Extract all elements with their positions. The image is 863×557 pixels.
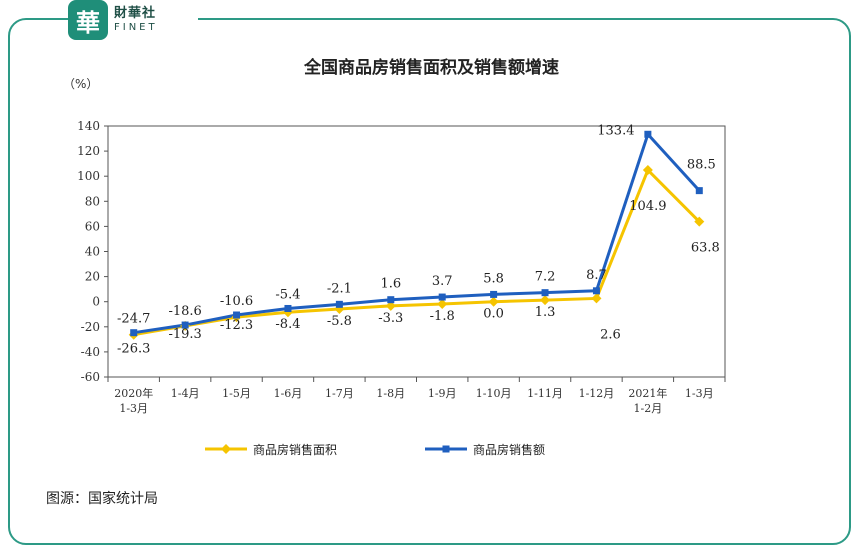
data-point-sales-area	[540, 295, 551, 306]
y-tick-label: 120	[77, 144, 100, 158]
data-point-sales-amount	[130, 329, 138, 337]
data-label-sales-amount: 7.2	[535, 270, 556, 285]
data-point-sales-amount	[438, 293, 446, 301]
data-point-sales-area	[385, 300, 396, 311]
x-tick-label: 1-7月	[325, 387, 354, 400]
chart-series	[128, 130, 705, 340]
data-point-sales-amount	[335, 300, 343, 308]
y-tick-label: 140	[77, 119, 100, 133]
data-label-sales-amount: -24.7	[117, 312, 150, 327]
data-label-sales-amount: -10.6	[220, 294, 253, 309]
x-tick-label: 2020年 1-3月	[114, 386, 153, 415]
y-tick-label: 80	[85, 194, 100, 208]
chart-legend: 商品房销售面积 商品房销售额	[205, 442, 545, 457]
x-tick-label: 1-8月	[376, 387, 405, 400]
data-point-sales-amount	[490, 290, 498, 298]
data-label-sales-area: -12.3	[220, 318, 253, 333]
y-tick-label: 100	[77, 169, 100, 183]
data-point-sales-amount	[695, 187, 703, 195]
data-point-sales-area	[488, 296, 499, 307]
x-tick-label: 1-4月	[171, 387, 200, 400]
logo-text: 財華社 FINET	[114, 6, 158, 33]
data-point-sales-amount	[233, 311, 241, 319]
chart-data-labels: -26.3 -19.3 -12.3 -8.4 -5.8 -3.3 -1.8 0.0 1.3 2.6…	[117, 123, 720, 356]
y-tick-label: -60	[81, 370, 100, 384]
data-label-sales-area: 63.8	[691, 241, 720, 256]
y-tick-label: 40	[85, 245, 100, 259]
data-label-sales-amount: -5.4	[275, 287, 300, 302]
x-tick-label: 1-5月	[222, 387, 251, 400]
chart-title: 全国商品房销售面积及销售额增速	[304, 58, 559, 78]
data-label-sales-amount: -18.6	[168, 304, 201, 319]
data-label-sales-amount: 88.5	[687, 158, 716, 173]
data-point-sales-amount	[181, 321, 189, 329]
logo-mark: 華	[68, 0, 108, 40]
source-note: 图源：国家统计局	[46, 491, 158, 507]
y-tick-label: 0	[92, 295, 100, 309]
chart-axes: （%） 140 120 100 80 60 40 20 0 -20 -40 -60 2020年 1-3月 1…	[63, 77, 726, 415]
x-tick-label: 1-12月	[579, 387, 615, 400]
data-label-sales-area: -19.3	[168, 327, 201, 342]
data-point-sales-amount	[284, 304, 292, 312]
data-label-sales-amount: 133.4	[597, 123, 634, 138]
y-axis-unit: （%）	[63, 77, 98, 91]
y-tick-label: -40	[81, 345, 100, 359]
data-label-sales-amount: 5.8	[483, 271, 504, 286]
series-line-2	[133, 132, 701, 335]
data-label-sales-amount: -2.1	[327, 281, 352, 296]
legend-label: 商品房销售额	[473, 442, 545, 457]
x-tick-label: 1-11月	[527, 387, 563, 400]
data-label-sales-amount: 3.7	[432, 274, 453, 289]
data-label-sales-area: 104.9	[629, 199, 666, 214]
finet-logo: 華 財華社 FINET	[68, 0, 198, 40]
data-label-sales-area: 0.0	[483, 307, 504, 322]
logo-name-en: FINET	[114, 21, 158, 33]
data-point-sales-amount	[644, 130, 652, 138]
data-label-sales-area: -26.3	[117, 342, 150, 357]
data-label-sales-area: -5.8	[327, 314, 352, 329]
y-tick-label: -20	[81, 320, 100, 334]
data-point-sales-area	[591, 293, 602, 304]
data-point-sales-area	[694, 216, 705, 227]
x-tick-label: 1-9月	[428, 387, 457, 400]
y-tick-label: 60	[85, 219, 100, 233]
data-label-sales-amount: 1.6	[380, 277, 401, 292]
x-tick-label: 1-10月	[476, 387, 512, 400]
logo-name-cn: 財華社	[114, 6, 157, 22]
data-point-sales-area	[642, 165, 653, 176]
data-label-sales-area: -1.8	[430, 309, 455, 324]
data-label-sales-area: -8.4	[275, 317, 300, 332]
data-label-sales-amount: 8.7	[586, 268, 607, 283]
x-tick-label: 1-3月	[685, 387, 714, 400]
data-label-sales-area: 2.6	[600, 327, 621, 342]
y-tick-label: 20	[85, 270, 100, 284]
x-tick-label: 1-6月	[274, 387, 303, 400]
data-point-sales-amount	[387, 296, 395, 304]
series-line-1	[133, 168, 701, 337]
x-tick-label: 2021年 1-2月	[628, 386, 667, 415]
data-point-sales-amount	[592, 287, 600, 295]
data-label-sales-area: 1.3	[535, 305, 556, 320]
legend-label: 商品房销售面积	[253, 442, 337, 457]
chart-frame	[8, 18, 851, 545]
data-point-sales-area	[437, 298, 448, 309]
data-point-sales-amount	[541, 289, 549, 297]
legend-marker	[442, 445, 450, 453]
data-label-sales-area: -3.3	[378, 311, 403, 326]
legend-marker	[221, 444, 231, 454]
